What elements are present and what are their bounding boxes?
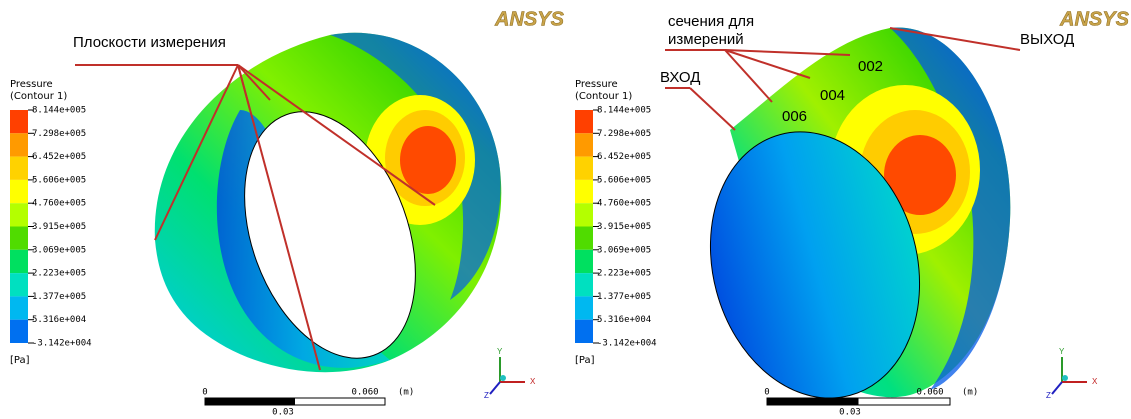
legend-swatch: [575, 296, 593, 319]
axis-z: [490, 382, 500, 394]
annotation: измерений: [668, 31, 744, 48]
legend-swatch: [575, 133, 593, 156]
annotation: 006: [782, 108, 807, 125]
legend-label: 3.915e+005: [32, 222, 86, 232]
axis-letter: Y: [497, 347, 503, 356]
legend-label: 5.316e+004: [32, 315, 86, 325]
legend-swatch: [575, 250, 593, 273]
scale-mid: 0.03: [839, 408, 861, 418]
legend-label: 6.452e+005: [597, 152, 651, 162]
annotation: 004: [820, 87, 845, 104]
annotation: ВЫХОД: [1020, 31, 1074, 48]
axis-origin: [500, 375, 506, 381]
legend-label: 6.452e+005: [32, 152, 86, 162]
axis-z: [1052, 382, 1062, 394]
legend-label: 7.298e+005: [32, 129, 86, 139]
legend-swatch: [10, 273, 28, 296]
axis-letter: Y: [1059, 347, 1065, 356]
legend-title: Pressure: [10, 79, 53, 90]
legend-label: 3.915e+005: [597, 222, 651, 232]
scale-bar-black: [205, 398, 295, 405]
legend-label: 3.069e+005: [597, 245, 651, 255]
scale-end: 0.060: [351, 388, 378, 398]
legend-swatch: [575, 273, 593, 296]
left-model: [75, 33, 501, 382]
legend-label: 7.298e+005: [597, 129, 651, 139]
annotation: 002: [858, 58, 883, 75]
legend-swatch: [10, 133, 28, 156]
legend-swatch: [575, 227, 593, 250]
axis-letter: X: [1092, 377, 1098, 386]
legend-swatch: [575, 180, 593, 203]
legend-swatch: [10, 320, 28, 343]
legend-label: 4.760e+005: [597, 199, 651, 209]
legend-label: 4.760e+005: [32, 199, 86, 209]
legend-swatch: [575, 203, 593, 226]
scale-end: 0.060: [916, 388, 943, 398]
legend-label: 5.316e+004: [597, 315, 651, 325]
scale-start: 0: [764, 388, 769, 398]
scale-unit: (m): [962, 388, 978, 398]
annotation: ВХОД: [660, 69, 700, 86]
legend-swatch: [10, 227, 28, 250]
legend-label: 5.606e+005: [597, 175, 651, 185]
legend-swatch: [10, 203, 28, 226]
scale-unit: (m): [398, 388, 414, 398]
legend-label: 1.377e+005: [597, 292, 651, 302]
annotation: Плоскости измерения: [73, 34, 226, 51]
ansys-logo: ANSYS: [494, 8, 565, 30]
screenshot: Pressure(Contour 1)8.144e+0057.298e+0056…: [0, 0, 1131, 419]
annotation: сечения для: [668, 13, 754, 30]
scale-start: 0: [202, 388, 207, 398]
scale-mid: 0.03: [272, 408, 294, 418]
legend-swatch: [575, 157, 593, 180]
legend-label: -3.142e+004: [597, 339, 657, 349]
legend-swatch: [10, 157, 28, 180]
legend-unit: [Pa]: [10, 355, 30, 366]
legend-swatch: [575, 110, 593, 133]
legend-label: -3.142e+004: [32, 339, 92, 349]
legend-label: 8.144e+005: [597, 106, 651, 116]
axis-origin: [1062, 375, 1068, 381]
legend-swatch: [10, 110, 28, 133]
ansys-logo: ANSYS: [1059, 8, 1130, 30]
legend-swatch: [10, 296, 28, 319]
axis-letter: X: [530, 377, 536, 386]
legend-label: 5.606e+005: [32, 175, 86, 185]
legend-swatch: [10, 180, 28, 203]
legend-title: Pressure: [575, 79, 618, 90]
axis-letter: Z: [1046, 391, 1051, 400]
axis-letter: Z: [484, 391, 489, 400]
legend-label: 2.223e+005: [597, 269, 651, 279]
legend-subtitle: (Contour 1): [575, 91, 632, 102]
scale-bar-black: [767, 398, 859, 405]
legend-label: 2.223e+005: [32, 269, 86, 279]
legend-swatch: [10, 250, 28, 273]
legend-unit: [Pa]: [575, 355, 595, 366]
legend-label: 1.377e+005: [32, 292, 86, 302]
legend-swatch: [575, 320, 593, 343]
legend-subtitle: (Contour 1): [10, 91, 67, 102]
legend-label: 8.144e+005: [32, 106, 86, 116]
legend-label: 3.069e+005: [32, 245, 86, 255]
